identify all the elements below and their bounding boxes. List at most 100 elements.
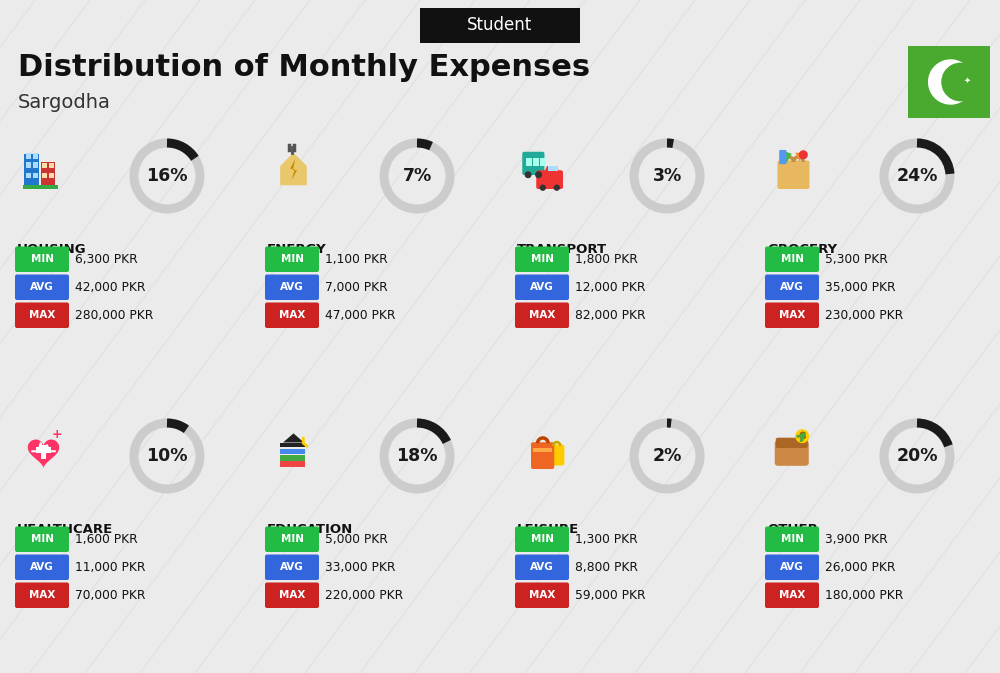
FancyBboxPatch shape (515, 526, 569, 552)
FancyBboxPatch shape (549, 445, 564, 466)
Text: 1,300 PKR: 1,300 PKR (575, 533, 638, 546)
FancyBboxPatch shape (265, 583, 319, 608)
Text: 7%: 7% (402, 167, 432, 185)
Text: 3,900 PKR: 3,900 PKR (825, 533, 888, 546)
FancyBboxPatch shape (265, 275, 319, 300)
Circle shape (535, 171, 542, 178)
FancyBboxPatch shape (23, 185, 58, 188)
FancyBboxPatch shape (36, 448, 51, 453)
Text: MAX: MAX (29, 310, 55, 320)
Polygon shape (280, 153, 307, 185)
FancyBboxPatch shape (15, 526, 69, 552)
Text: 1,800 PKR: 1,800 PKR (575, 253, 638, 266)
Text: MIN: MIN (780, 534, 804, 544)
FancyBboxPatch shape (15, 275, 69, 300)
FancyBboxPatch shape (280, 455, 305, 461)
Circle shape (795, 429, 809, 444)
Text: 59,000 PKR: 59,000 PKR (575, 589, 646, 602)
Text: LEISURE: LEISURE (517, 523, 579, 536)
Text: 220,000 PKR: 220,000 PKR (325, 589, 403, 602)
FancyBboxPatch shape (42, 174, 47, 178)
Text: 35,000 PKR: 35,000 PKR (825, 281, 896, 293)
Text: MIN: MIN (530, 254, 554, 264)
FancyBboxPatch shape (265, 246, 319, 272)
FancyBboxPatch shape (515, 583, 569, 608)
Text: 180,000 PKR: 180,000 PKR (825, 589, 903, 602)
Text: 1,600 PKR: 1,600 PKR (75, 533, 138, 546)
FancyBboxPatch shape (779, 150, 786, 164)
FancyBboxPatch shape (15, 246, 69, 272)
Text: MIN: MIN (780, 254, 804, 264)
Text: 6,300 PKR: 6,300 PKR (75, 253, 138, 266)
Text: Sargodha: Sargodha (18, 94, 111, 112)
Text: 7,000 PKR: 7,000 PKR (325, 281, 388, 293)
Text: 42,000 PKR: 42,000 PKR (75, 281, 145, 293)
FancyBboxPatch shape (515, 246, 569, 272)
Text: $: $ (798, 431, 806, 441)
FancyBboxPatch shape (765, 555, 819, 580)
FancyBboxPatch shape (515, 555, 569, 580)
Wedge shape (942, 63, 971, 101)
Text: 11,000 PKR: 11,000 PKR (75, 561, 145, 574)
Text: MIN: MIN (280, 534, 304, 544)
Text: 82,000 PKR: 82,000 PKR (575, 309, 646, 322)
Text: MAX: MAX (529, 590, 555, 600)
Text: HOUSING: HOUSING (17, 243, 87, 256)
FancyBboxPatch shape (26, 162, 31, 168)
Circle shape (525, 171, 532, 178)
Text: 70,000 PKR: 70,000 PKR (75, 589, 145, 602)
FancyBboxPatch shape (531, 442, 554, 469)
Text: 230,000 PKR: 230,000 PKR (825, 309, 903, 322)
FancyBboxPatch shape (33, 173, 38, 178)
Text: AVG: AVG (530, 282, 554, 292)
Text: MAX: MAX (779, 590, 805, 600)
FancyBboxPatch shape (778, 160, 810, 189)
Text: MAX: MAX (29, 590, 55, 600)
Text: 24%: 24% (896, 167, 938, 185)
FancyBboxPatch shape (515, 275, 569, 300)
FancyBboxPatch shape (265, 555, 319, 580)
FancyBboxPatch shape (765, 275, 819, 300)
FancyBboxPatch shape (765, 246, 819, 272)
Text: MAX: MAX (279, 590, 305, 600)
FancyBboxPatch shape (765, 526, 819, 552)
FancyBboxPatch shape (775, 441, 809, 466)
Text: AVG: AVG (280, 562, 304, 572)
Text: ENERGY: ENERGY (267, 243, 327, 256)
Text: MAX: MAX (779, 310, 805, 320)
Text: 33,000 PKR: 33,000 PKR (325, 561, 395, 574)
Text: MIN: MIN (530, 534, 554, 544)
FancyBboxPatch shape (42, 163, 47, 168)
Text: HEALTHCARE: HEALTHCARE (17, 523, 113, 536)
Text: 2%: 2% (652, 447, 682, 465)
Text: 12,000 PKR: 12,000 PKR (575, 281, 645, 293)
Text: EDUCATION: EDUCATION (267, 523, 353, 536)
FancyBboxPatch shape (908, 46, 990, 118)
Circle shape (540, 184, 546, 191)
Text: MIN: MIN (280, 254, 304, 264)
FancyBboxPatch shape (280, 449, 305, 454)
FancyBboxPatch shape (41, 162, 55, 187)
Text: 5,300 PKR: 5,300 PKR (825, 253, 888, 266)
FancyBboxPatch shape (24, 153, 39, 187)
FancyBboxPatch shape (280, 443, 305, 447)
Text: Student: Student (467, 17, 533, 34)
Text: AVG: AVG (780, 562, 804, 572)
Text: 10%: 10% (146, 447, 188, 465)
FancyBboxPatch shape (26, 173, 31, 178)
Circle shape (799, 150, 808, 160)
Polygon shape (544, 166, 560, 172)
FancyBboxPatch shape (49, 163, 54, 168)
Text: MIN: MIN (30, 534, 54, 544)
Text: 5,000 PKR: 5,000 PKR (325, 533, 388, 546)
Text: 3%: 3% (652, 167, 682, 185)
Polygon shape (28, 439, 59, 468)
FancyBboxPatch shape (526, 158, 532, 166)
FancyBboxPatch shape (533, 448, 552, 452)
FancyBboxPatch shape (548, 166, 558, 171)
Polygon shape (781, 150, 792, 163)
FancyBboxPatch shape (776, 437, 808, 448)
Text: +: + (51, 428, 62, 441)
FancyBboxPatch shape (33, 162, 38, 168)
Wedge shape (929, 60, 963, 104)
